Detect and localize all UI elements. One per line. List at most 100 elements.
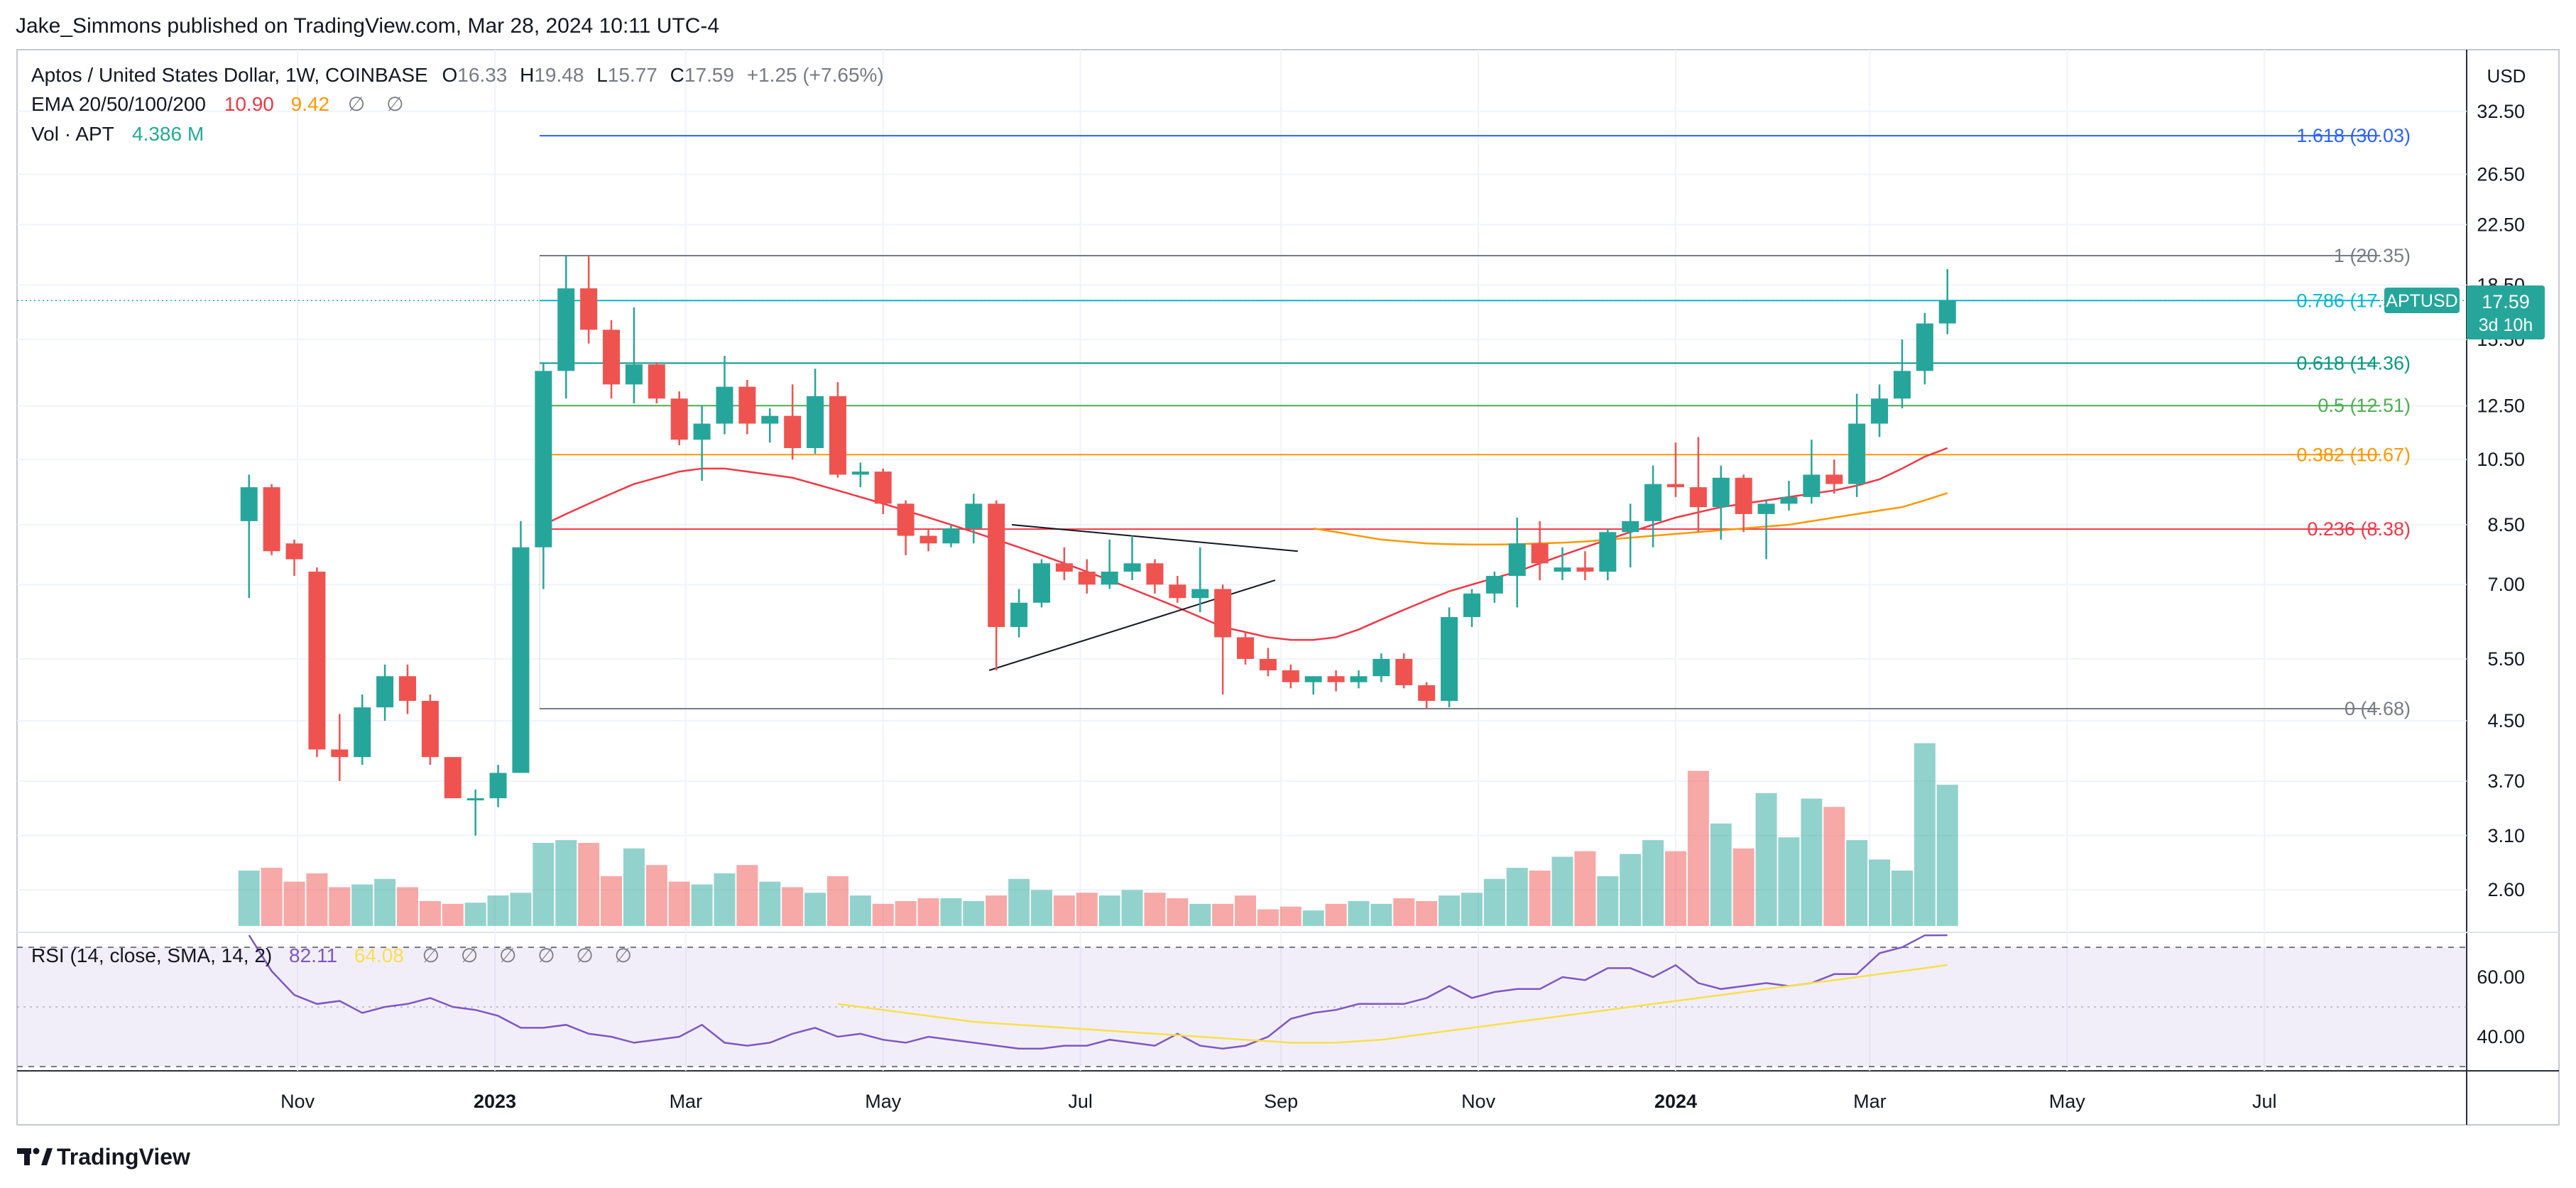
volume-bar bbox=[1778, 837, 1800, 926]
volume-bar bbox=[1574, 851, 1596, 926]
candlestick-series bbox=[240, 256, 1956, 836]
candle bbox=[1825, 459, 1843, 494]
candle-body bbox=[1531, 543, 1549, 564]
candle-body bbox=[444, 757, 462, 799]
price-tick-label: 3.10 bbox=[2487, 825, 2525, 846]
volume-bar bbox=[872, 903, 894, 926]
volume-series bbox=[238, 743, 1958, 926]
tradingview-logo[interactable]: TradingView bbox=[17, 1144, 190, 1170]
candle-body bbox=[738, 386, 756, 424]
ema20-value: 10.90 bbox=[224, 93, 274, 115]
badge-countdown: 3d 10h bbox=[2479, 315, 2533, 335]
candle-body bbox=[240, 487, 258, 521]
volume-bar bbox=[1076, 893, 1098, 926]
volume-bar bbox=[1846, 840, 1868, 926]
candle-body bbox=[1463, 593, 1480, 617]
candle bbox=[851, 462, 869, 488]
ohlc-open: 16.33 bbox=[457, 64, 507, 86]
candle bbox=[1123, 535, 1141, 581]
price-tick-label: 26.50 bbox=[2477, 163, 2525, 185]
fib-level-label: 0.5 (12.51) bbox=[2318, 395, 2411, 416]
candle-body bbox=[1780, 496, 1798, 504]
candle-body bbox=[829, 396, 846, 475]
rsi-tick-label: 60.00 bbox=[2477, 966, 2525, 988]
vol-value: 4.386 M bbox=[132, 123, 204, 145]
volume-bar bbox=[510, 893, 532, 926]
volume-bar bbox=[329, 887, 351, 926]
volume-bar bbox=[1121, 890, 1143, 926]
candle bbox=[1237, 632, 1255, 665]
candle-body bbox=[285, 543, 303, 560]
candle-body bbox=[1599, 532, 1617, 572]
volume-bar bbox=[1755, 792, 1777, 926]
publisher-line: Jake_Simmons published on TradingView.co… bbox=[16, 14, 719, 38]
time-tick-label: Jul bbox=[2252, 1091, 2277, 1112]
svg-text:Aptos / United States Dollar,: Aptos / United States Dollar, 1W, COINBA… bbox=[31, 64, 884, 86]
volume-bar bbox=[1167, 898, 1189, 926]
volume-bar bbox=[668, 881, 690, 926]
rsi-label[interactable]: RSI (14, close, SMA, 14, 2) bbox=[31, 944, 272, 966]
volume-bar bbox=[714, 873, 736, 926]
candle-body bbox=[1576, 567, 1594, 572]
volume-bar bbox=[963, 900, 985, 926]
candle bbox=[738, 379, 756, 435]
time-tick-label: Jul bbox=[1068, 1091, 1093, 1112]
ohlc-high: 19.48 bbox=[534, 64, 584, 86]
symbol-title[interactable]: Aptos / United States Dollar, 1W, COINBA… bbox=[31, 64, 428, 86]
candle-body bbox=[1735, 477, 1752, 514]
volume-bar bbox=[261, 868, 283, 926]
candle bbox=[784, 384, 802, 460]
volume-bar bbox=[1235, 895, 1257, 926]
candle bbox=[1938, 268, 1956, 334]
volume-bar bbox=[1279, 906, 1301, 926]
fib-level-label: 0.382 (10.67) bbox=[2296, 444, 2411, 465]
candle bbox=[1916, 312, 1933, 385]
ohlc-l-label: L bbox=[596, 64, 608, 86]
candle bbox=[376, 664, 394, 721]
candle bbox=[1780, 481, 1798, 511]
candle bbox=[965, 494, 983, 544]
candle bbox=[1622, 503, 1639, 568]
candle-body bbox=[535, 371, 552, 547]
volume-bar bbox=[782, 887, 804, 926]
time-tick-label: 2024 bbox=[1654, 1091, 1697, 1112]
volume-bar bbox=[1642, 840, 1664, 926]
volume-bar bbox=[1710, 823, 1732, 926]
rsi-line bbox=[248, 934, 1948, 1050]
currency-label[interactable]: USD bbox=[2487, 65, 2526, 87]
candle-body bbox=[1712, 477, 1730, 508]
time-tick-label: May bbox=[2049, 1091, 2086, 1112]
ema50-value: 9.42 bbox=[291, 93, 330, 115]
price-tick-label: 3.70 bbox=[2487, 770, 2525, 792]
volume-bar bbox=[487, 895, 509, 926]
candle bbox=[670, 391, 688, 446]
volume-bar bbox=[1053, 895, 1075, 926]
volume-bar bbox=[1891, 871, 1913, 926]
rsi-extra-5: ∅ bbox=[576, 944, 593, 966]
candle-body bbox=[1441, 616, 1458, 702]
svg-text:RSI (14, close, SMA, 14, 2): RSI (14, close, SMA, 14, 2) 82.11 64.08 … bbox=[31, 944, 632, 966]
volume-bar bbox=[1687, 770, 1709, 926]
volume-bar bbox=[895, 900, 917, 926]
time-tick-label: 2023 bbox=[474, 1091, 516, 1112]
candle bbox=[648, 362, 665, 404]
candle bbox=[1304, 676, 1322, 695]
candle-body bbox=[1418, 685, 1436, 702]
candle-body bbox=[1078, 572, 1096, 585]
ema-label[interactable]: EMA 20/50/100/200 bbox=[31, 93, 206, 115]
vol-label[interactable]: Vol · APT bbox=[31, 123, 114, 145]
volume-bar bbox=[1144, 893, 1166, 926]
candle bbox=[331, 714, 349, 781]
candle-body bbox=[942, 528, 960, 544]
candle bbox=[489, 765, 507, 807]
rsi-extra-6: ∅ bbox=[615, 944, 632, 966]
candle-body bbox=[851, 472, 869, 475]
candle bbox=[1848, 393, 1866, 497]
volume-bar bbox=[1665, 851, 1686, 926]
fibonacci-retracement[interactable]: 1.618 (30.03)1 (20.35)0.786 (17.59)0.618… bbox=[17, 125, 2467, 719]
candle bbox=[1757, 500, 1775, 560]
candle-body bbox=[1123, 563, 1141, 572]
candle-body bbox=[354, 707, 371, 758]
candle bbox=[1395, 653, 1413, 689]
